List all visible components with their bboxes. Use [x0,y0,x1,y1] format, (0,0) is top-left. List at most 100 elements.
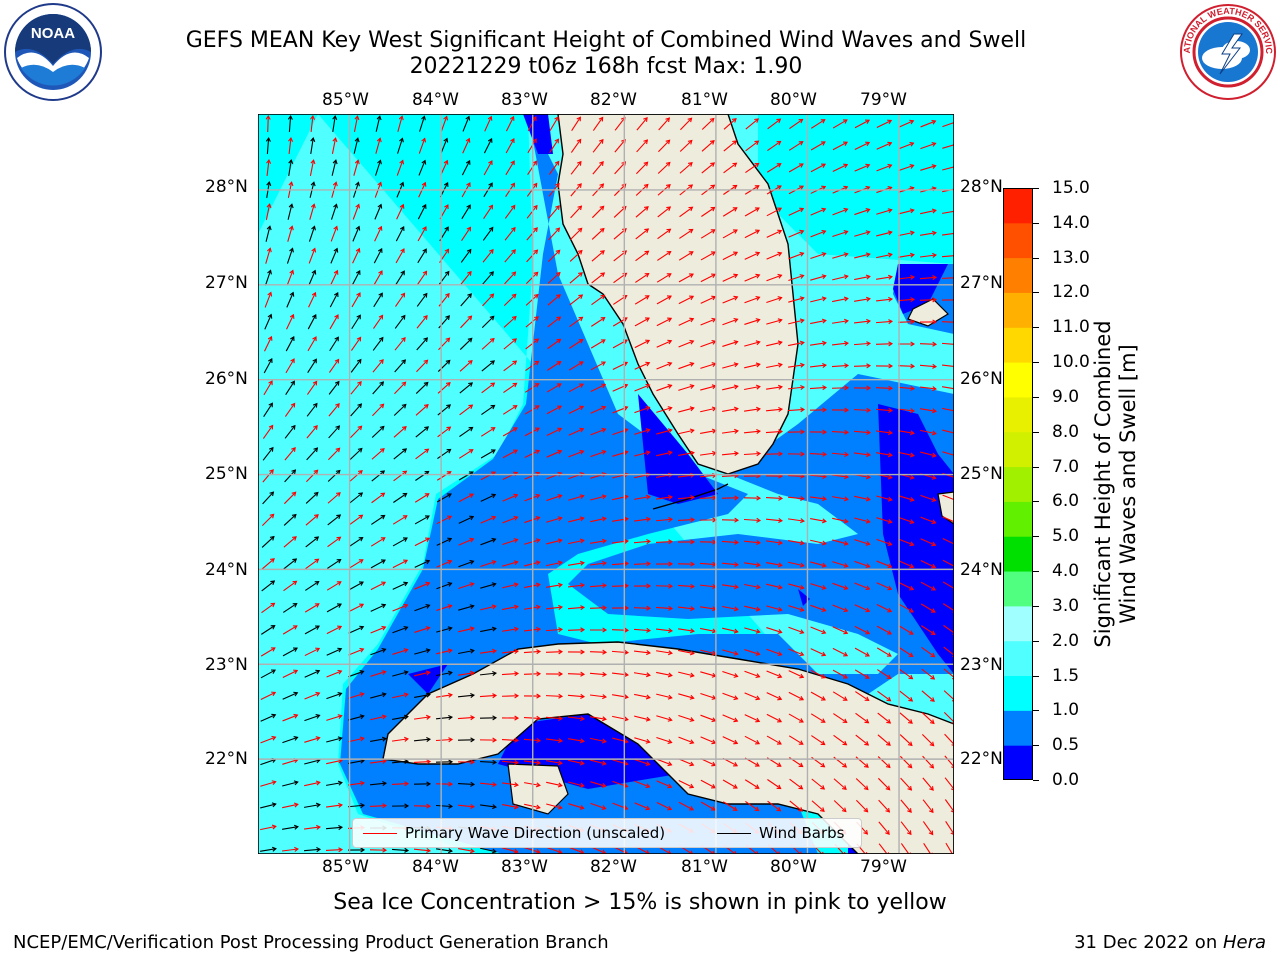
wave-arrow-head [689,672,695,678]
wave-direction-arrow [370,537,386,547]
wind-barb [370,559,386,569]
wave-arrow-head [535,516,541,521]
wave-arrow-head [644,206,649,211]
wave-arrow-head [733,317,739,323]
wave-arrow-head [289,269,295,275]
wind-barb [479,761,497,763]
wave-arrow-head [557,449,563,455]
wave-direction-arrow [417,271,427,285]
wave-direction-arrow [833,713,847,723]
wave-arrow-head [798,118,804,124]
wave-direction-arrow [303,826,321,830]
wind-barb-flag [444,270,450,276]
wave-direction-arrow [744,319,760,325]
wave-arrow-head [908,630,914,635]
wave-direction-arrow [787,474,805,478]
wind-barb [283,558,297,570]
wind-barb [262,491,274,505]
wind-barb [435,804,453,808]
wave-arrow-head [668,517,674,523]
wave-arrow-head [358,514,364,520]
wave-arrow-head [602,560,607,566]
wave-arrow-head [467,359,473,365]
wave-direction-arrow [722,584,738,588]
wave-arrow-head [556,338,562,344]
wave-direction-arrow [854,495,870,501]
wave-direction-arrow [392,559,408,569]
wave-arrow-head [466,182,471,188]
wave-direction-arrow [766,692,782,700]
wave-arrow-head [403,648,409,653]
wave-arrow-head [690,517,696,523]
wave-direction-arrow [306,425,318,439]
wave-arrow-head [646,650,652,656]
wave-arrow-head [865,252,871,258]
wave-arrow-head [579,560,585,566]
wind-barb [458,471,474,481]
wind-barb-flag [447,537,453,543]
wave-arrow-head [822,407,828,413]
wave-direction-arrow [523,673,541,675]
wave-arrow-head [820,785,826,790]
wave-direction-arrow [744,229,760,239]
wave-arrow-head [645,405,651,411]
wave-direction-arrow [919,343,937,345]
wave-direction-arrow [766,252,782,260]
wave-arrow-head [315,780,321,786]
wave-direction-arrow [611,562,629,566]
wave-direction-arrow [722,692,738,700]
wave-direction-arrow [767,118,781,130]
wave-arrow-head [666,850,672,854]
wave-direction-arrow [678,452,694,456]
wave-arrow-head [822,362,828,368]
wind-barb-flag [291,469,297,475]
wave-direction-arrow [435,738,453,742]
wave-direction-arrow [876,253,892,259]
wave-arrow-head [863,807,869,813]
wave-arrow-head [358,559,364,564]
wind-barb-flag [357,403,363,409]
wave-arrow-head [887,474,893,480]
wave-direction-arrow [920,451,936,457]
wave-direction-arrow [614,117,626,131]
wave-direction-arrow [788,561,804,567]
wave-arrow-head [932,341,938,347]
wave-direction-arrow [612,428,628,436]
wave-arrow-head [798,762,804,768]
wave-direction-arrow [414,493,430,503]
wave-arrow-head [293,802,299,808]
wave-arrow-head [511,249,516,254]
wave-direction-arrow [392,738,408,742]
wave-direction-arrow [260,736,276,744]
wave-direction-arrow [590,540,606,544]
wind-barb [457,694,475,698]
wind-barb [260,714,276,722]
wave-direction-arrow [722,801,738,811]
wave-arrow-head [311,291,317,297]
wind-barb [307,358,317,374]
wave-arrow-head [578,339,584,344]
wave-arrow-head [821,318,827,324]
wind-barb [459,382,473,394]
wave-direction-arrow [458,672,474,676]
wave-arrow-head [822,496,827,502]
wave-arrow-head [799,185,805,190]
wave-arrow-head [931,408,937,414]
wave-arrow-head [556,316,562,322]
nws-seal-icon: NATIONAL WEATHER SERVICE [1178,2,1276,100]
wave-direction-arrow [766,735,782,745]
wave-arrow-head [643,139,649,145]
wave-direction-arrow [678,671,694,677]
wave-direction-arrow [633,650,651,654]
wave-arrow-head [469,537,475,543]
wave-arrow-head [426,847,432,854]
wave-arrow-head [645,361,651,367]
wave-direction-arrow [854,142,870,150]
wind-barb-flag [443,137,449,143]
wave-arrow-head [268,380,273,386]
wave-arrow-head [932,319,938,325]
wave-arrow-head [400,248,405,254]
wave-direction-arrow [875,408,893,412]
wind-barb [283,603,297,613]
wave-arrow-head [843,563,849,568]
